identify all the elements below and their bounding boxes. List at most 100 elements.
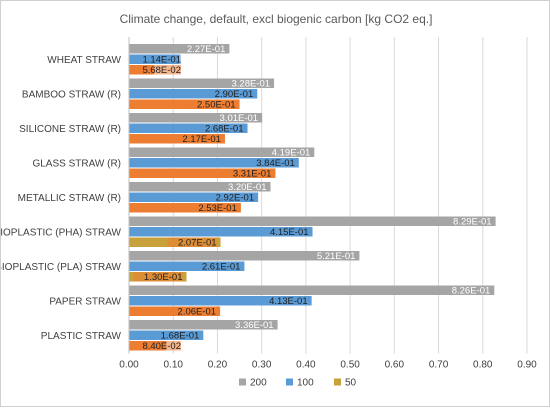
legend: 200 100 50 — [239, 378, 357, 389]
bar-100 — [129, 123, 248, 133]
data-label-box — [191, 261, 241, 271]
bar-100 — [129, 227, 313, 237]
x-tick-label: 0.10 — [163, 360, 183, 371]
x-tick-label: 0.40 — [296, 360, 316, 371]
category-label: BAMBOO STRAW (R) — [22, 89, 121, 100]
x-tick-label: 0.00 — [119, 360, 139, 371]
bar-50 — [129, 99, 240, 109]
data-label-box — [150, 330, 200, 340]
bar-100 — [129, 296, 312, 306]
category-label: WHEAT STRAW — [47, 55, 121, 66]
bar-200 — [129, 78, 275, 88]
bar-200 — [129, 320, 278, 330]
data-label: 2.50E-01 — [197, 100, 236, 111]
bar-200 — [129, 251, 360, 261]
data-label-box — [245, 158, 295, 168]
data-labels: 2.27E-01 1.14E-015.68E-02 3.28E-012.90E-01… — [132, 44, 492, 352]
data-label-box — [258, 296, 308, 306]
data-label-box — [132, 54, 181, 64]
category-labels: WHEAT STRAW BAMBOO STRAW (R) SILICONE STRA… — [1, 55, 122, 342]
data-label: 8.26E-01 — [452, 286, 491, 297]
x-tick-label: 0.80 — [473, 360, 493, 371]
data-label: 4.15E-01 — [270, 227, 309, 238]
bar-200 — [129, 285, 495, 295]
data-label-box — [217, 182, 267, 192]
data-label: 2.92E-01 — [216, 193, 255, 204]
chart-title: Climate change, default, excl biogenic c… — [120, 12, 433, 26]
data-label-box — [167, 306, 217, 316]
data-label: 2.61E-01 — [202, 262, 241, 273]
data-label: 2.17E-01 — [182, 134, 221, 145]
data-label: 2.68E-01 — [205, 124, 244, 135]
bar-200 — [129, 147, 315, 157]
data-label-box — [209, 113, 259, 123]
x-axis-ticks: 0.00 0.10 0.20 0.30 0.40 0.50 0.60 0.70 0.80 0.90 — [119, 360, 537, 371]
data-label-box — [222, 168, 272, 178]
data-label: 8.40E-02 — [142, 341, 181, 352]
x-tick-label: 0.30 — [252, 360, 272, 371]
data-label: 2.90E-01 — [215, 89, 254, 100]
x-tick-label: 0.60 — [385, 360, 405, 371]
data-label: 3.20E-01 — [228, 182, 267, 193]
data-label: 1.30E-01 — [144, 272, 183, 283]
data-label: 3.28E-01 — [231, 79, 270, 90]
data-label: 2.27E-01 — [187, 44, 226, 55]
category-label: PAPER STRAW — [49, 296, 121, 307]
data-label-box — [194, 123, 244, 133]
data-label: 2.06E-01 — [178, 307, 217, 318]
bar-200 — [129, 216, 496, 226]
data-label: 1.68E-01 — [161, 331, 200, 342]
data-label-box — [441, 285, 491, 295]
category-label: SILICONE STRAW (R) — [19, 124, 121, 135]
category-label: GLASS STRAW (R) — [32, 158, 121, 169]
x-tick-label: 0.50 — [340, 360, 360, 371]
x-tick-label: 0.20 — [208, 360, 228, 371]
data-label: 2.07E-01 — [178, 238, 217, 249]
data-label: 2.53E-01 — [198, 203, 237, 214]
data-label: 3.84E-01 — [256, 158, 295, 169]
data-label-box — [224, 320, 274, 330]
data-label: 5.68E-02 — [142, 65, 181, 76]
data-label-box — [442, 216, 492, 226]
data-label-box — [204, 89, 254, 99]
data-label: 3.36E-01 — [235, 320, 274, 331]
legend-label: 100 — [297, 378, 314, 389]
data-label-box — [133, 272, 183, 282]
category-label: BIOPLASTIC (PHA) STRAW — [1, 227, 122, 238]
data-label: 4.13E-01 — [269, 296, 308, 307]
data-label: 3.31E-01 — [233, 169, 272, 180]
bars — [129, 44, 496, 351]
legend-swatch-100 — [286, 378, 293, 386]
data-label-box — [261, 147, 311, 157]
bar-50 — [129, 203, 241, 213]
bar-200 — [129, 113, 263, 123]
bar-200 — [129, 182, 271, 192]
data-label-box — [167, 237, 217, 247]
legend-label: 50 — [345, 378, 357, 389]
bar-100 — [129, 261, 245, 271]
category-label: BIOPLASTIC (PLA) STRAW — [1, 262, 122, 273]
data-label-box — [306, 251, 356, 261]
data-label-box — [221, 78, 271, 88]
data-label-box — [132, 341, 181, 351]
data-label: 8.29E-01 — [453, 217, 492, 228]
bar-100 — [129, 158, 299, 168]
bar-100 — [129, 192, 259, 202]
data-label-box — [132, 65, 181, 75]
data-label: 3.01E-01 — [220, 113, 259, 124]
legend-label: 200 — [250, 378, 267, 389]
data-label-box — [205, 192, 255, 202]
legend-swatch-50 — [334, 378, 341, 386]
category-label: METALLIC STRAW (R) — [18, 193, 121, 204]
data-label-box — [187, 203, 237, 213]
category-label: PLASTIC STRAW — [41, 331, 122, 342]
data-label-box — [171, 134, 221, 144]
legend-swatch-200 — [239, 378, 246, 386]
data-label-box — [186, 99, 236, 109]
data-label: 5.21E-01 — [317, 251, 356, 262]
data-label-box — [259, 227, 309, 237]
x-tick-label: 0.90 — [517, 360, 537, 371]
data-label-box — [176, 44, 226, 54]
